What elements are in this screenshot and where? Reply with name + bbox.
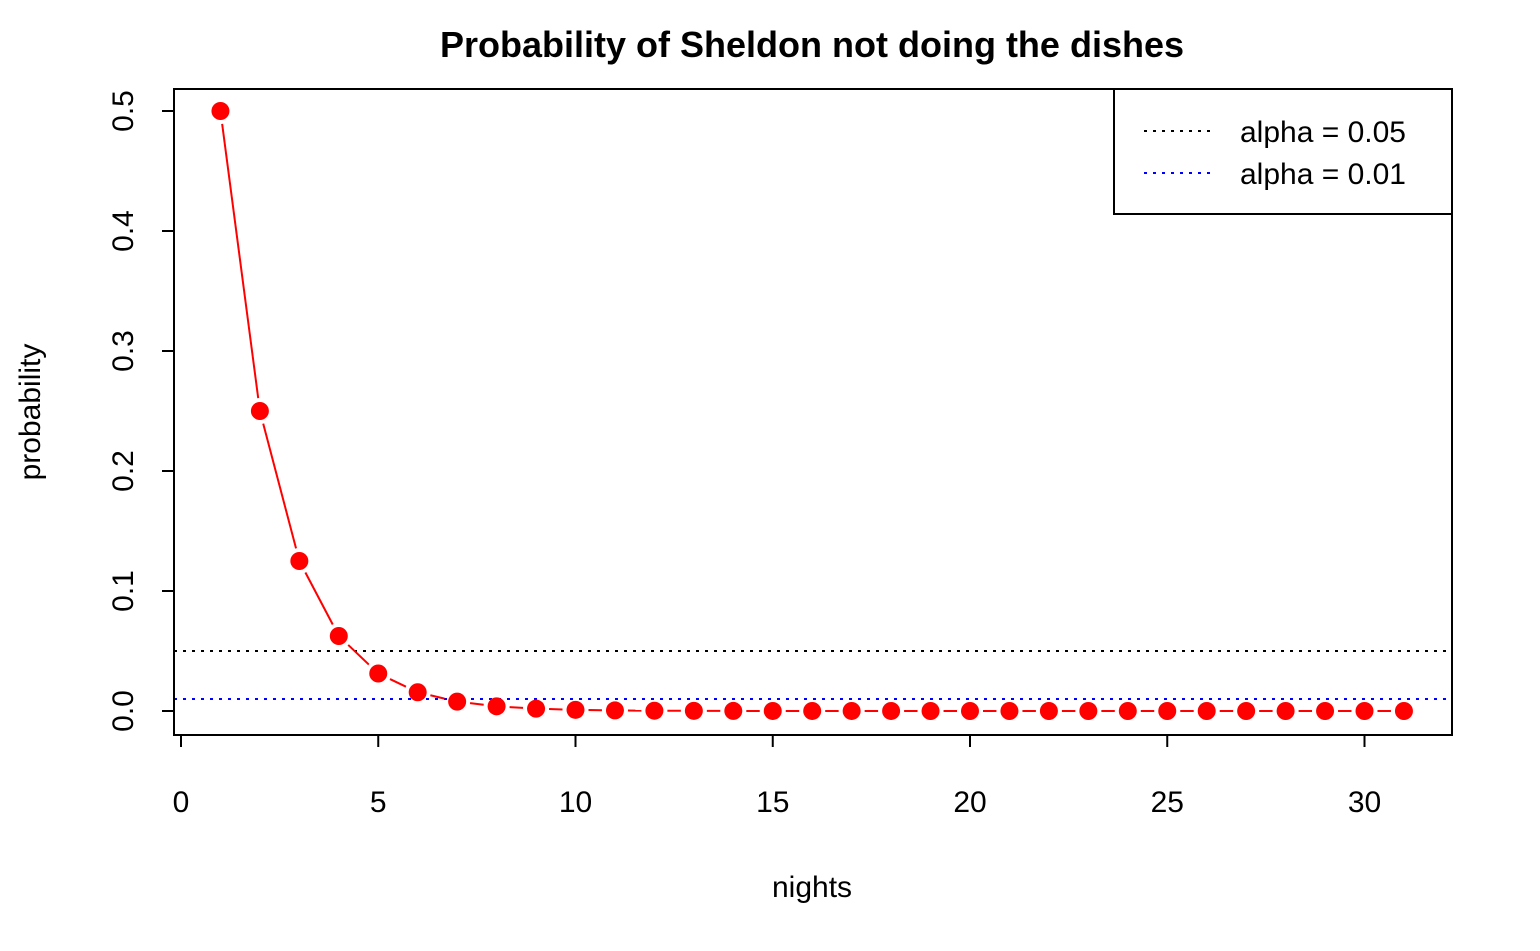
data-point — [250, 402, 269, 420]
data-point — [882, 701, 901, 720]
data-point — [645, 701, 664, 720]
x-tick-label: 15 — [756, 786, 789, 819]
data-point — [1394, 702, 1413, 720]
data-point — [1000, 701, 1019, 720]
y-tick-label: 0.2 — [107, 450, 140, 492]
data-point — [1276, 702, 1295, 720]
series-segment — [430, 694, 445, 700]
legend-box — [1113, 88, 1453, 215]
reference-lines — [174, 650, 1452, 700]
data-point — [448, 692, 467, 711]
data-point — [527, 699, 546, 718]
data-point — [1158, 701, 1177, 720]
legend-items: alpha = 0.05 alpha = 0.01 — [1144, 116, 1406, 191]
data-point — [1118, 701, 1137, 720]
data-point — [684, 701, 703, 720]
x-tick-label: 30 — [1348, 786, 1381, 819]
x-tick-label: 10 — [559, 786, 592, 819]
series-segment — [304, 572, 334, 625]
data-point — [1355, 702, 1374, 720]
y-axis: 0.0 0.1 0.2 0.3 0.4 0.5 — [107, 90, 175, 732]
x-tick-label: 25 — [1151, 786, 1184, 819]
series-points — [211, 102, 1413, 720]
x-tick-label: 5 — [370, 786, 387, 819]
legend: alpha = 0.05 alpha = 0.01 — [1113, 88, 1453, 215]
data-point — [1039, 701, 1058, 720]
x-tick-label: 20 — [953, 786, 986, 819]
series-segment — [262, 423, 298, 549]
data-point — [290, 552, 309, 570]
y-tick-label: 0.3 — [107, 330, 140, 372]
data-point — [724, 701, 743, 720]
y-tick-label: 0.4 — [107, 210, 140, 252]
data-point — [1237, 702, 1256, 720]
x-axis-label: nights — [772, 871, 852, 904]
data-point — [1316, 702, 1335, 720]
chart-title: Probability of Sheldon not doing the dis… — [440, 24, 1184, 65]
series-line-group — [221, 123, 1391, 712]
data-point — [605, 701, 624, 720]
series-segment — [509, 706, 524, 709]
y-tick-label: 0.1 — [107, 570, 140, 612]
y-tick-label: 0.0 — [107, 690, 140, 732]
data-point — [211, 102, 230, 120]
data-point — [566, 700, 585, 719]
y-tick-label: 0.5 — [107, 90, 140, 132]
legend-label-1: alpha = 0.01 — [1240, 158, 1406, 191]
x-axis: 0 5 10 15 20 25 30 — [173, 734, 1381, 819]
data-point — [369, 664, 388, 683]
data-point — [763, 701, 782, 720]
legend-label-0: alpha = 0.05 — [1240, 116, 1406, 149]
data-point — [842, 701, 861, 720]
data-point — [803, 701, 822, 720]
series-segment — [221, 123, 260, 399]
data-point — [487, 697, 506, 716]
data-point — [408, 683, 427, 702]
series-segment — [389, 678, 407, 688]
data-point — [921, 701, 940, 720]
data-point — [1197, 702, 1216, 720]
data-point — [1079, 701, 1098, 720]
series-segment — [347, 644, 370, 666]
series-segment — [469, 702, 484, 706]
y-axis-label: probability — [14, 344, 47, 481]
data-point — [329, 627, 348, 645]
data-point — [961, 701, 979, 720]
x-tick-label: 0 — [173, 786, 190, 819]
